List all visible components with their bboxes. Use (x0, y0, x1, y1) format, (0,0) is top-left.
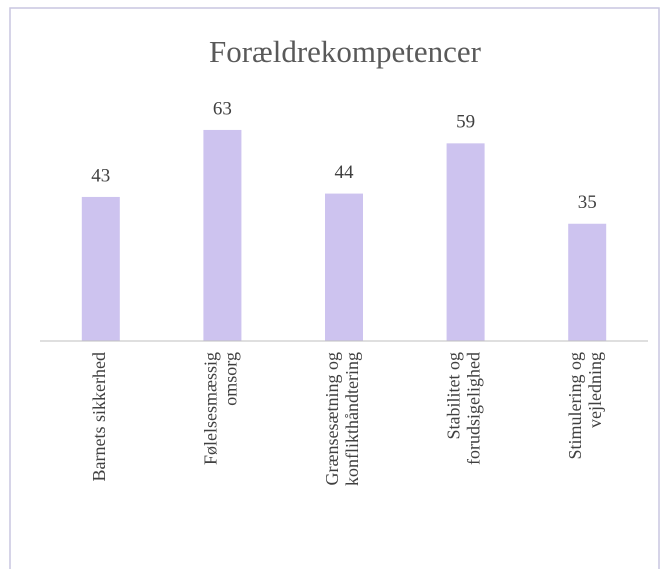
x-tick-label: Følelsesmæssigomsorg (201, 352, 241, 465)
bar (568, 223, 607, 341)
data-label: 43 (91, 165, 110, 186)
bar (446, 143, 485, 341)
x-tick-label: Grænsesætning ogkonflikthåndtering (322, 352, 362, 486)
bar (81, 196, 120, 341)
x-tick-label: Stimulering ogvejledning (565, 352, 605, 460)
x-tick-label: Stabilitet ogforudsigelighed (444, 352, 484, 465)
data-label: 63 (213, 98, 232, 119)
bar (325, 193, 363, 341)
x-tick-label: Barnets sikkerhed (89, 352, 109, 481)
data-label: 44 (335, 162, 355, 183)
chart-title: Forældrekompetencer (209, 34, 482, 69)
data-label: 35 (578, 192, 597, 213)
bar (203, 129, 242, 341)
data-label: 59 (456, 112, 475, 133)
chart-frame (9, 7, 660, 569)
